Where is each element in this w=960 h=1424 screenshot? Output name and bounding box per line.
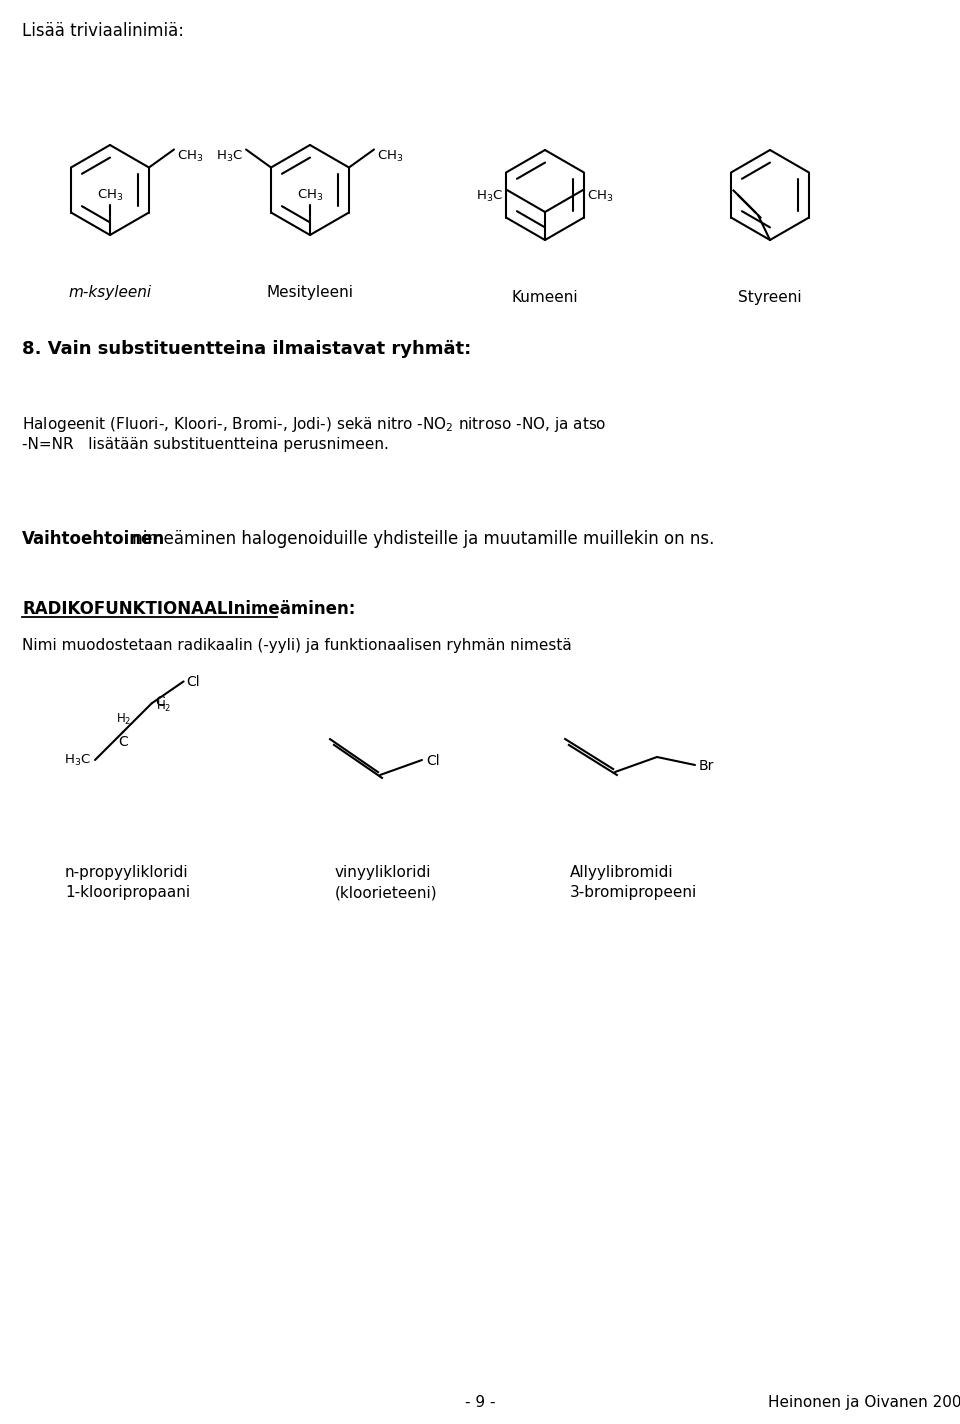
Text: Allyylibromidi: Allyylibromidi [570, 864, 674, 880]
Text: Cl: Cl [186, 675, 201, 689]
Text: 3-bromipropeeni: 3-bromipropeeni [570, 884, 697, 900]
Text: CH$_3$: CH$_3$ [97, 188, 123, 204]
Text: nimeäminen halogenoiduille yhdisteille ja muutamille muillekin on ns.: nimeäminen halogenoiduille yhdisteille j… [127, 530, 714, 548]
Text: H$_3$C: H$_3$C [64, 752, 91, 768]
Text: Kumeeni: Kumeeni [512, 290, 578, 305]
Text: CH$_3$: CH$_3$ [587, 189, 613, 204]
Text: Halogeenit (Fluori-, Kloori-, Bromi-, Jodi-) sekä nitro -NO$_2$ nitroso -NO, ja : Halogeenit (Fluori-, Kloori-, Bromi-, Jo… [22, 414, 607, 434]
Text: n-propyylikloridi: n-propyylikloridi [65, 864, 188, 880]
Text: Vaihtoehtoinen: Vaihtoehtoinen [22, 530, 165, 548]
Text: C: C [156, 695, 165, 709]
Text: (kloorieteeni): (kloorieteeni) [335, 884, 438, 900]
Text: CH$_3$: CH$_3$ [297, 188, 324, 204]
Text: m-ksyleeni: m-ksyleeni [68, 285, 152, 300]
Text: H$_2$: H$_2$ [156, 698, 171, 713]
Text: CH$_3$: CH$_3$ [377, 148, 403, 164]
Text: Lisää triviaalinimiä:: Lisää triviaalinimiä: [22, 21, 184, 40]
Text: vinyylikloridi: vinyylikloridi [335, 864, 431, 880]
Text: - 9 -: - 9 - [465, 1396, 495, 1410]
Text: C: C [118, 735, 128, 749]
Text: H$_3$C: H$_3$C [476, 189, 503, 204]
Text: Styreeni: Styreeni [738, 290, 802, 305]
Text: Heinonen ja Oivanen 2005: Heinonen ja Oivanen 2005 [768, 1396, 960, 1410]
Text: CH$_3$: CH$_3$ [177, 148, 204, 164]
Text: Mesityleeni: Mesityleeni [267, 285, 353, 300]
Text: H$_3$C: H$_3$C [216, 148, 243, 164]
Text: Nimi muodostetaan radikaalin (-yyli) ja funktionaalisen ryhmän nimestä: Nimi muodostetaan radikaalin (-yyli) ja … [22, 638, 572, 654]
Text: 1-klooripropaani: 1-klooripropaani [65, 884, 190, 900]
Text: Cl: Cl [426, 753, 440, 768]
Text: -N=NR   lisätään substituentteina perusnimeen.: -N=NR lisätään substituentteina perusnim… [22, 437, 389, 451]
Text: 8. Vain substituentteina ilmaistavat ryhmät:: 8. Vain substituentteina ilmaistavat ryh… [22, 340, 471, 357]
Text: H$_2$: H$_2$ [115, 712, 131, 726]
Text: RADIKOFUNKTIONAALInimeäminen:: RADIKOFUNKTIONAALInimeäminen: [22, 600, 355, 618]
Text: Br: Br [699, 759, 714, 773]
